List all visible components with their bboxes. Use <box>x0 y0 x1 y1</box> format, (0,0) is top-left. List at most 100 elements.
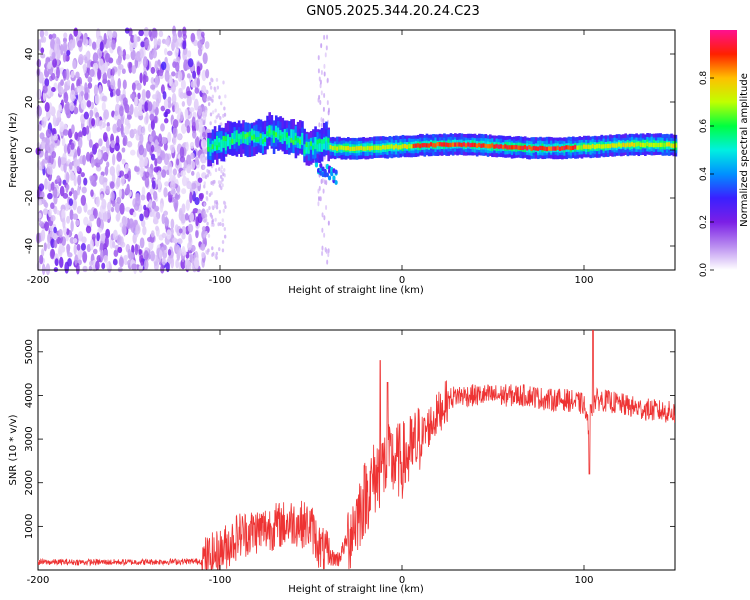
spectrogram-cell <box>211 110 215 115</box>
spectrogram-cell <box>90 189 94 197</box>
spectrogram-cell <box>135 196 141 207</box>
spectrogram-cell <box>62 217 66 229</box>
spectrogram-cell <box>191 170 195 176</box>
spectrogram-cell <box>49 230 55 238</box>
spectrogram-cell <box>77 174 82 186</box>
spectrogram-cell <box>106 161 110 168</box>
spectrogram-cell <box>92 52 99 64</box>
spectrogram-cell <box>47 61 52 70</box>
spectrogram-cell <box>43 242 47 252</box>
spectrogram-cell <box>200 31 205 38</box>
spectrogram-cell <box>587 144 590 149</box>
colorbar-tick-label: 0.6 <box>699 119 709 134</box>
spectrogram-cell <box>97 67 102 80</box>
spectrogram-cell <box>460 142 464 148</box>
spectrogram-cell <box>40 229 46 242</box>
spectrogram-cell <box>172 119 179 129</box>
spectrogram-cell <box>65 172 70 184</box>
spectrogram-cell <box>66 243 71 252</box>
spectrogram-cell <box>151 180 156 190</box>
spectrogram-cell <box>475 143 479 148</box>
spectrogram-cell <box>451 142 455 147</box>
spectrogram-cell <box>102 72 108 84</box>
spectrogram-cell <box>37 199 42 206</box>
spectrogram-cell <box>142 56 148 68</box>
spectrogram-cell <box>325 204 328 210</box>
spectrogram-cell <box>167 131 172 143</box>
spectrogram-cell <box>137 92 141 100</box>
spectrogram-cell <box>182 40 187 50</box>
spectrogram-cell <box>150 84 156 90</box>
spectrogram-cell <box>218 167 221 172</box>
spectrogram-cell <box>347 145 350 151</box>
spectrogram-cell <box>155 98 160 108</box>
spectrogram-cell <box>149 113 155 122</box>
spectrogram-cell <box>464 143 468 148</box>
spectrogram-cell <box>357 146 361 151</box>
spectrogram-cell <box>118 50 124 57</box>
spectrogram-cell <box>148 199 153 208</box>
spectrogram-cell <box>69 101 75 112</box>
spectrogram-cell <box>64 261 70 274</box>
spectrogram-cell <box>292 129 296 142</box>
spectrogram-cell <box>552 146 555 151</box>
spectrogram-cell <box>672 143 676 148</box>
spectrogram-cell <box>296 137 300 143</box>
spectrogram-cell <box>567 145 571 150</box>
spectrogram-cell <box>131 263 137 271</box>
spectrogram-cell <box>547 146 551 151</box>
spectrogram-cell <box>219 222 222 227</box>
spectrogram-cell <box>139 167 145 174</box>
spectrogram-cell <box>502 144 505 150</box>
spectrogram-cell <box>314 144 317 150</box>
spectrogram-cell <box>39 254 44 265</box>
spectrogram-cell <box>116 176 121 188</box>
spectrogram-cell <box>360 145 363 151</box>
spectrogram-cell <box>59 256 64 269</box>
spectrogram-cell <box>186 180 192 190</box>
spectrogram-cell <box>163 210 169 216</box>
spectrogram-cell <box>274 132 278 138</box>
spectrogram-cell <box>108 31 113 39</box>
spectrogram-cell <box>211 246 214 251</box>
spectrogram-cell <box>40 140 46 150</box>
spectrogram-cell <box>188 233 192 244</box>
colorbar-tick-label: 0.2 <box>699 215 709 229</box>
spectrogram-cell <box>318 122 321 128</box>
spectrogram-cell <box>104 165 109 176</box>
spectrogram-cell <box>96 217 101 228</box>
spectrogram-cell <box>160 61 167 71</box>
spectrogram-cell <box>412 143 416 149</box>
spectrogram-cell <box>224 136 228 142</box>
spectrogram-cell <box>66 79 71 86</box>
spectrogram-cell <box>392 145 396 150</box>
spectrogram-cell <box>630 142 634 147</box>
spectrogram-cell <box>320 43 323 49</box>
spectrogram-cell <box>52 58 57 68</box>
spectrogram-cell <box>216 85 220 90</box>
spectrogram-cell <box>264 137 267 142</box>
spectrogram-cell <box>110 39 116 50</box>
spectrogram-cell <box>624 143 627 148</box>
spectrogram-cell <box>321 250 324 256</box>
spectrogram-cell <box>168 166 173 178</box>
spectrogram-cell <box>318 138 322 144</box>
spectrogram-cell <box>635 142 638 147</box>
spectrogram-cell <box>497 144 501 149</box>
spectrogram-cell <box>206 208 209 213</box>
spectrogram-cell <box>207 233 211 238</box>
spectrogram-cell <box>88 139 93 148</box>
spectrogram-cell <box>44 221 50 232</box>
spectrogram-cell <box>110 191 115 201</box>
spectrogram-cell <box>62 52 67 63</box>
spectrogram-cell <box>261 139 265 144</box>
spectrogram-cell <box>80 172 85 178</box>
spectrogram-cell <box>268 128 271 134</box>
spectrogram-cell <box>150 250 155 262</box>
spectrogram-cell <box>206 197 209 202</box>
spectrogram-cell <box>45 139 50 152</box>
spectrogram-cell <box>172 105 176 113</box>
spectrogram-cell <box>127 248 132 260</box>
spectrogram-cell <box>654 142 658 148</box>
y-tick-label: 4000 <box>24 383 35 408</box>
